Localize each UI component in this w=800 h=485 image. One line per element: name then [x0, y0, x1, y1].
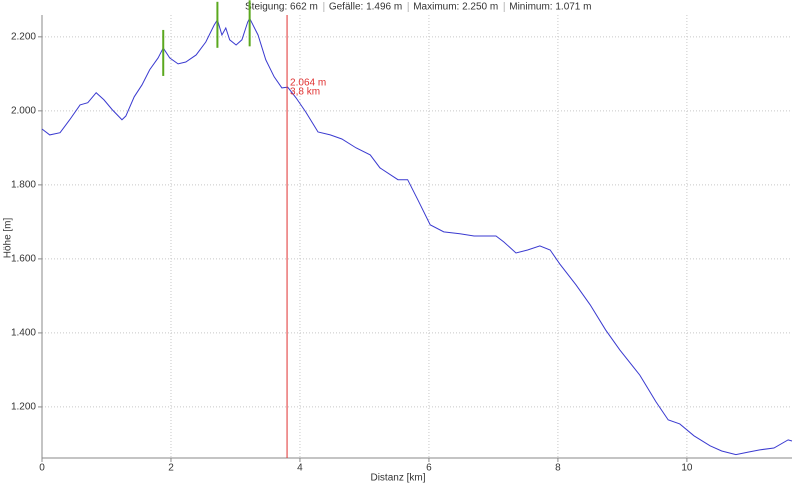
elevation-line [41, 17, 793, 456]
x-tick-label: 4 [297, 463, 303, 474]
stat: Maximum: 2.250 m [413, 2, 498, 13]
y-axis-title: Höhe [m] [3, 217, 14, 258]
y-tick-label: 1.200 [11, 402, 36, 413]
stat: Gefälle: 1.496 m [329, 2, 402, 13]
stat: Steigung: 662 m [245, 2, 318, 13]
x-tick-label: 2 [168, 463, 174, 474]
x-tick-label: 6 [426, 463, 432, 474]
cursor-label: 3,8 km [290, 87, 320, 98]
y-tick-label: 2.000 [11, 105, 36, 116]
y-tick-label: 2.200 [11, 31, 36, 42]
cursor-label: 2.064 m [290, 78, 326, 89]
stat: Minimum: 1.071 m [509, 2, 591, 13]
y-tick-label: 1.400 [11, 328, 36, 339]
x-tick-label: 10 [681, 463, 693, 474]
x-axis-title: Distanz [km] [370, 473, 425, 484]
x-tick-label: 0 [39, 463, 45, 474]
x-tick-label: 8 [555, 463, 561, 474]
y-tick-label: 1.800 [11, 180, 36, 191]
y-tick-label: 1.600 [11, 254, 36, 265]
